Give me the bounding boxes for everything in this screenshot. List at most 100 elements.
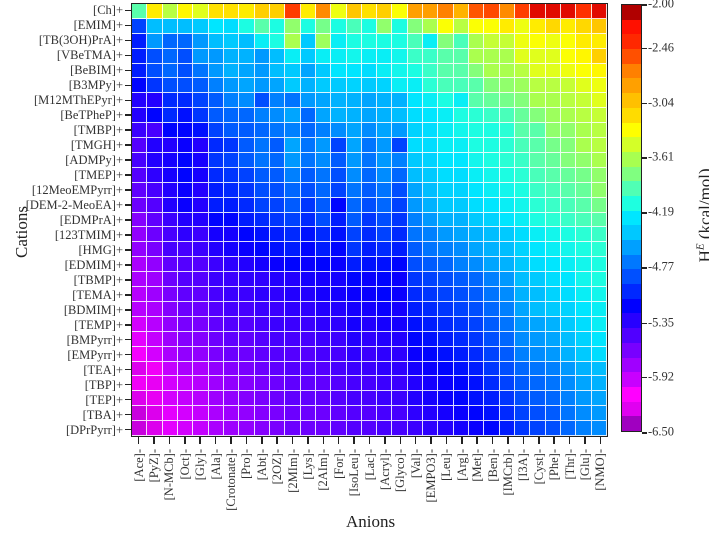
x-axis-anion-labels: [Ace]- [PyZ]- [N-MCb]- [Oct]- [Gly]- [Ala]- [C… [131,437,608,517]
heatmap-cell [132,227,148,243]
heatmap-cell [484,123,500,139]
heatmap-cell [361,33,378,49]
heatmap-cell [576,138,592,153]
heatmap-cell [499,287,516,302]
colorbar-segment [622,34,641,50]
heatmap-cell [331,391,347,407]
heatmap-cell [453,376,470,392]
heatmap-cell [499,167,516,183]
heatmap-cell [223,33,240,49]
heatmap-cell [469,301,485,317]
heatmap-cell [438,331,454,347]
heatmap-cell [515,361,531,377]
heatmap-cell [162,123,178,139]
heatmap-cell [223,108,240,124]
colorbar-segment [622,357,641,373]
heatmap-cell [193,212,209,228]
heatmap-cell [300,242,316,258]
heatmap-cell [208,48,224,64]
heatmap-cell [315,376,332,392]
heatmap-cell [453,48,470,64]
heatmap-cell [423,93,439,109]
heatmap-cell [162,346,178,362]
y-tick-label: [Ch]+ [93,3,123,18]
heatmap-cell [346,108,362,124]
x-tick-mark [276,437,278,444]
heatmap-cell [561,167,577,183]
heatmap-cell [423,18,439,34]
y-tick-mark [125,189,131,191]
heatmap-cell [346,212,362,228]
x-tick-mark [568,437,571,444]
heatmap-cell [591,197,607,213]
colorbar-segment [622,240,641,255]
heatmap-cell [285,182,301,198]
heatmap-cell [469,152,485,168]
heatmap-cell [438,182,454,198]
heatmap-cell [392,376,408,392]
colorbar-title: HE (kcal/mol) [694,168,709,262]
heatmap-cell [269,63,286,79]
x-tick-label: [PyZ]- [147,449,162,483]
heatmap-cell [208,272,224,288]
heatmap-cell [285,227,301,243]
heatmap-cell [591,361,607,377]
heatmap-cell [561,361,577,377]
heatmap-cell [438,272,454,288]
colorbar-segment [622,63,641,79]
heatmap-cell [361,421,378,436]
y-tick-mark [125,324,131,326]
x-tick-label: [Glyco]- [393,449,408,493]
heatmap-cell [147,421,163,436]
colorbar-tick-mark [642,212,647,214]
heatmap-cell [331,93,347,109]
x-tick-mark [414,437,417,444]
heatmap-cell [591,391,607,407]
heatmap-cell [269,138,286,153]
heatmap-cell [315,287,332,302]
heatmap-cell [453,331,470,347]
heatmap-cell [561,212,577,228]
heatmap-cell [300,48,316,64]
heatmap-cell [423,227,439,243]
heatmap-cell [392,33,408,49]
heatmap-cell [162,391,178,407]
heatmap-cell [315,331,332,347]
heatmap-cell [239,227,255,243]
y-tick-mark [125,249,131,251]
heatmap-cell [499,108,516,124]
heatmap-cell [269,272,286,288]
heatmap-cell [223,138,240,153]
y-tick-mark [125,69,131,72]
heatmap-cell [162,227,178,243]
heatmap-cell [162,63,178,79]
heatmap-cell [208,78,224,94]
heatmap-cell [545,406,562,422]
heatmap-cell [499,331,516,347]
heatmap-cell [361,78,378,94]
heatmap-cell [285,406,301,422]
colorbar-segment [622,78,641,94]
heatmap-cell [162,361,178,377]
x-tick-mark [384,437,386,444]
heatmap-cell [208,316,224,332]
heatmap-cell [285,346,301,362]
x-tick-mark [430,437,432,444]
heatmap-cell [545,138,562,153]
heatmap-cell [300,346,316,362]
heatmap-cell [377,182,393,198]
heatmap-cell [177,63,194,79]
heatmap-cell [269,227,286,243]
x-tick-mark [199,437,201,444]
heatmap-cell [223,272,240,288]
heatmap-cell [561,421,577,436]
heatmap-cell [254,391,270,407]
heatmap-cell [499,4,516,19]
heatmap-cell [239,108,255,124]
heatmap-cell [499,152,516,168]
heatmap-cell [132,123,148,139]
heatmap-cell [300,287,316,302]
heatmap-cell [177,33,194,49]
colorbar-segment [622,107,641,123]
heatmap-cell [223,78,240,94]
